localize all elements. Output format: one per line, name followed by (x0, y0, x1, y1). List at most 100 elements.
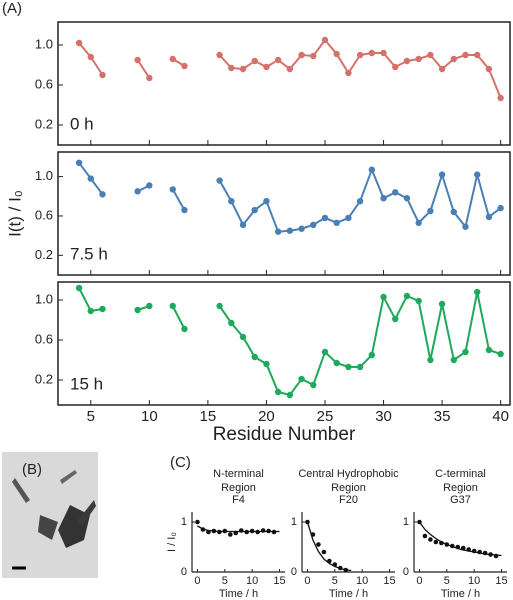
data-line (78, 162, 502, 233)
y-tick-label: 1.0 (35, 168, 53, 183)
data-point (87, 307, 94, 315)
data-point (392, 189, 399, 196)
x-axis-label: Time / h (219, 588, 258, 600)
data-point (345, 214, 352, 222)
data-point (380, 293, 387, 301)
y-tick-label: 1 (181, 516, 187, 528)
x-tick-label: 10 (356, 575, 368, 587)
plot-frame (57, 21, 511, 146)
chart-title: Region (331, 482, 366, 494)
data-point (332, 562, 338, 567)
data-point (216, 302, 223, 310)
chart-title: N-terminal (213, 468, 264, 480)
panel-label: (B) (22, 461, 42, 478)
data-point (271, 529, 277, 535)
x-tick-label: 25 (317, 408, 334, 425)
data-point (310, 532, 316, 537)
data-point (415, 297, 422, 305)
data-point (217, 529, 222, 535)
data-point (228, 198, 235, 205)
x-tick-label: 0 (194, 575, 200, 587)
data-point (266, 528, 271, 534)
data-point (260, 528, 266, 533)
data-point (345, 69, 352, 77)
x-axis-label: Time / h (441, 588, 480, 600)
data-point (380, 195, 387, 202)
y-axis-label: I / I₀ (166, 532, 178, 552)
data-point (450, 55, 457, 63)
data-point (356, 51, 364, 59)
plot-frame (57, 281, 511, 406)
y-tick-label: 0 (403, 566, 409, 578)
data-point (222, 528, 228, 534)
data-point (497, 94, 504, 102)
data-point (239, 333, 247, 341)
data-point (310, 52, 317, 60)
data-point (227, 532, 233, 537)
data-point (333, 50, 340, 58)
data-line (418, 521, 502, 557)
data-point (305, 519, 310, 525)
fibril (60, 470, 77, 484)
data-point (274, 56, 282, 64)
data-point (228, 319, 235, 327)
x-tick-label: 15 (495, 575, 507, 587)
data-point (251, 57, 258, 65)
data-point (462, 223, 469, 230)
data-point (134, 56, 141, 64)
data-point (415, 219, 422, 227)
data-point (474, 288, 481, 296)
data-point (477, 549, 482, 555)
data-point (216, 177, 223, 184)
data-point (321, 348, 329, 356)
data-point (169, 302, 176, 310)
data-point (438, 65, 446, 73)
x-tick-label: 0 (304, 575, 310, 587)
data-point (239, 65, 247, 73)
data-point (460, 545, 466, 551)
x-tick-label: 15 (273, 575, 285, 587)
data-point (485, 65, 493, 73)
x-axis-label: Time / h (329, 588, 368, 600)
data-point (169, 186, 176, 193)
y-tick-label: 1 (403, 516, 409, 528)
y-tick-label: 0 (181, 566, 187, 578)
data-point (316, 542, 321, 547)
data-point (298, 375, 305, 383)
data-point (321, 549, 327, 555)
x-tick-label: 5 (222, 575, 228, 587)
data-point (321, 36, 329, 44)
data-point (211, 528, 217, 534)
data-point (368, 49, 376, 57)
data-point (466, 547, 472, 552)
y-tick-label: 0 (291, 566, 297, 578)
data-point (233, 530, 239, 536)
data-point (195, 519, 200, 525)
data-point (251, 206, 258, 214)
data-point (181, 325, 188, 333)
chart-title: Central Hydrophobic (298, 468, 399, 480)
y-tick-label: 0.2 (35, 371, 53, 386)
data-point (497, 204, 504, 212)
y-tick-label: 1.0 (35, 36, 53, 51)
data-point (75, 39, 83, 47)
data-point (333, 219, 340, 227)
chart-title: Region (443, 482, 478, 494)
data-point (298, 51, 305, 59)
x-tick-label: 35 (434, 408, 451, 425)
data-point (181, 62, 188, 70)
data-point (87, 175, 94, 182)
y-tick-label: 0.6 (35, 207, 53, 222)
data-line (197, 525, 280, 533)
data-point (433, 539, 439, 545)
y-tick-label: 0.2 (35, 247, 53, 262)
data-point (274, 228, 282, 235)
data-point (263, 63, 270, 71)
data-point (368, 166, 376, 173)
y-tick-label: 0.6 (35, 76, 53, 91)
plot-frame (57, 151, 511, 276)
data-point (228, 64, 235, 72)
chart-title: C-terminal (435, 468, 486, 480)
data-point (337, 565, 343, 571)
data-point (286, 391, 294, 399)
